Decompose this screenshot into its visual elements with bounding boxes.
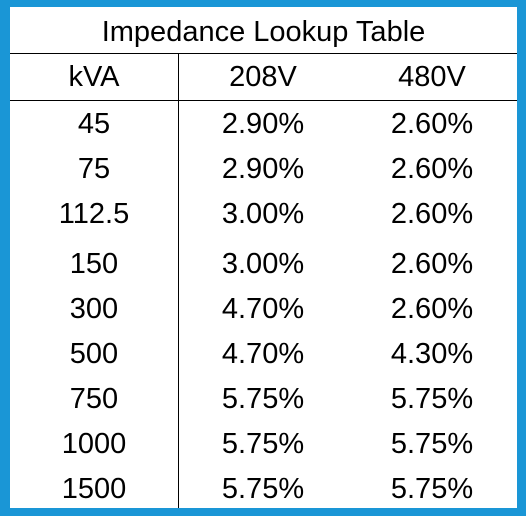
row-5-208v: 4.70%	[221, 293, 305, 325]
header-480v: 480V	[398, 61, 466, 93]
row-1-kva: 45	[77, 108, 111, 140]
row-6-208v: 4.70%	[221, 338, 305, 370]
row-4-kva: 150	[69, 248, 119, 280]
row-5-480v: 2.60%	[390, 293, 474, 325]
row-2-208v: 2.90%	[221, 153, 305, 185]
row-1-480v: 2.60%	[390, 108, 474, 140]
header-kva: kVA	[68, 61, 120, 93]
table-title: Impedance Lookup Table	[10, 7, 517, 54]
row-4-480v: 2.60%	[390, 248, 474, 280]
row-8-208v: 5.75%	[221, 428, 305, 460]
header-208v: 208V	[229, 61, 297, 93]
row-3-480v: 2.60%	[390, 198, 474, 230]
row-9-kva: 1500	[61, 473, 127, 505]
impedance-table: Impedance Lookup Table kVA 208V 480V 45 …	[10, 7, 517, 508]
column-divider	[178, 54, 179, 508]
row-8-480v: 5.75%	[390, 428, 474, 460]
row-7-kva: 750	[69, 383, 119, 415]
row-9-208v: 5.75%	[221, 473, 305, 505]
row-3-kva: 112.5	[58, 198, 130, 230]
row-3-208v: 3.00%	[221, 198, 305, 230]
row-7-208v: 5.75%	[221, 383, 305, 415]
header-divider	[10, 100, 517, 101]
row-7-480v: 5.75%	[390, 383, 474, 415]
row-1-208v: 2.90%	[221, 108, 305, 140]
row-6-480v: 4.30%	[390, 338, 474, 370]
row-2-kva: 75	[77, 153, 111, 185]
row-4-208v: 3.00%	[221, 248, 305, 280]
row-6-kva: 500	[69, 338, 119, 370]
row-2-480v: 2.60%	[390, 153, 474, 185]
row-5-kva: 300	[69, 293, 119, 325]
row-9-480v: 5.75%	[390, 473, 474, 505]
row-8-kva: 1000	[61, 428, 127, 460]
